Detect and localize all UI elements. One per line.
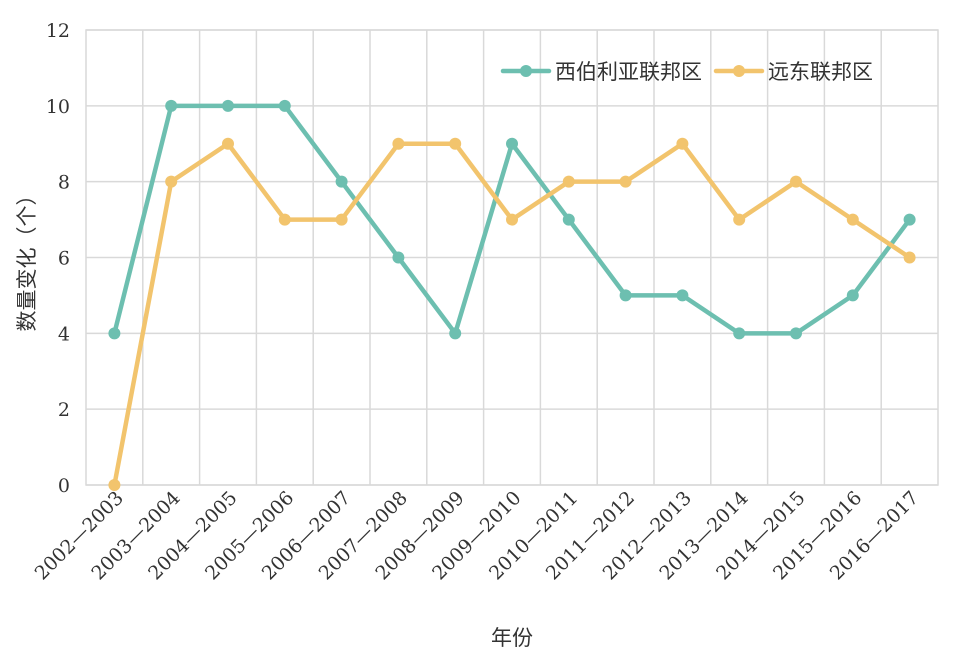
data-point xyxy=(449,137,462,150)
legend: 西伯利亚联邦区 远东联邦区 xyxy=(500,60,873,84)
data-point xyxy=(903,251,916,264)
data-point xyxy=(562,175,575,188)
x-axis-title: 年份 xyxy=(491,626,533,650)
legend-label: 远东联邦区 xyxy=(768,60,873,84)
data-point xyxy=(676,289,689,302)
data-point xyxy=(733,213,746,226)
data-point xyxy=(619,175,632,188)
data-point xyxy=(790,175,802,188)
y-tick-label: 6 xyxy=(58,248,70,270)
data-point xyxy=(506,213,518,226)
data-point xyxy=(108,479,121,491)
y-tick-label: 4 xyxy=(58,323,70,345)
data-point xyxy=(790,327,802,340)
series-group xyxy=(108,99,916,491)
series-1 xyxy=(108,99,916,340)
y-tick-label: 0 xyxy=(58,475,70,497)
data-point xyxy=(165,99,178,112)
y-tick-label: 2 xyxy=(58,399,70,421)
data-point xyxy=(903,213,916,226)
data-point xyxy=(506,137,518,150)
legend-marker xyxy=(733,65,745,77)
data-point xyxy=(108,327,121,340)
series-line xyxy=(112,141,912,488)
data-point xyxy=(619,289,632,302)
data-point xyxy=(222,99,234,112)
y-tick-labels: 0 2 4 6 8 10 12 xyxy=(46,20,70,497)
legend-item: 远东联邦区 xyxy=(713,60,873,84)
data-point xyxy=(165,175,178,188)
legend-item: 西伯利亚联邦区 xyxy=(500,60,702,84)
data-point xyxy=(335,175,348,188)
y-tick-label: 8 xyxy=(58,172,70,194)
data-point xyxy=(278,213,291,226)
data-point xyxy=(222,137,234,150)
data-point xyxy=(392,137,405,150)
x-tick-labels: 2002—20032003—20042004—20052005—20062006… xyxy=(31,487,924,584)
series-2 xyxy=(108,137,916,491)
y-tick-label: 12 xyxy=(46,20,70,42)
data-point xyxy=(846,289,859,302)
data-point xyxy=(562,213,575,226)
data-point xyxy=(449,327,462,340)
legend-label: 西伯利亚联邦区 xyxy=(555,60,702,84)
data-point xyxy=(676,137,689,150)
data-point xyxy=(335,213,348,226)
y-tick-label: 10 xyxy=(46,96,70,118)
data-point xyxy=(278,99,291,112)
legend-marker xyxy=(520,65,532,77)
data-point xyxy=(733,327,746,340)
grid xyxy=(85,29,939,486)
data-point xyxy=(392,251,405,264)
data-point xyxy=(846,213,859,226)
y-axis-title: 数量变化（个） xyxy=(15,185,39,332)
